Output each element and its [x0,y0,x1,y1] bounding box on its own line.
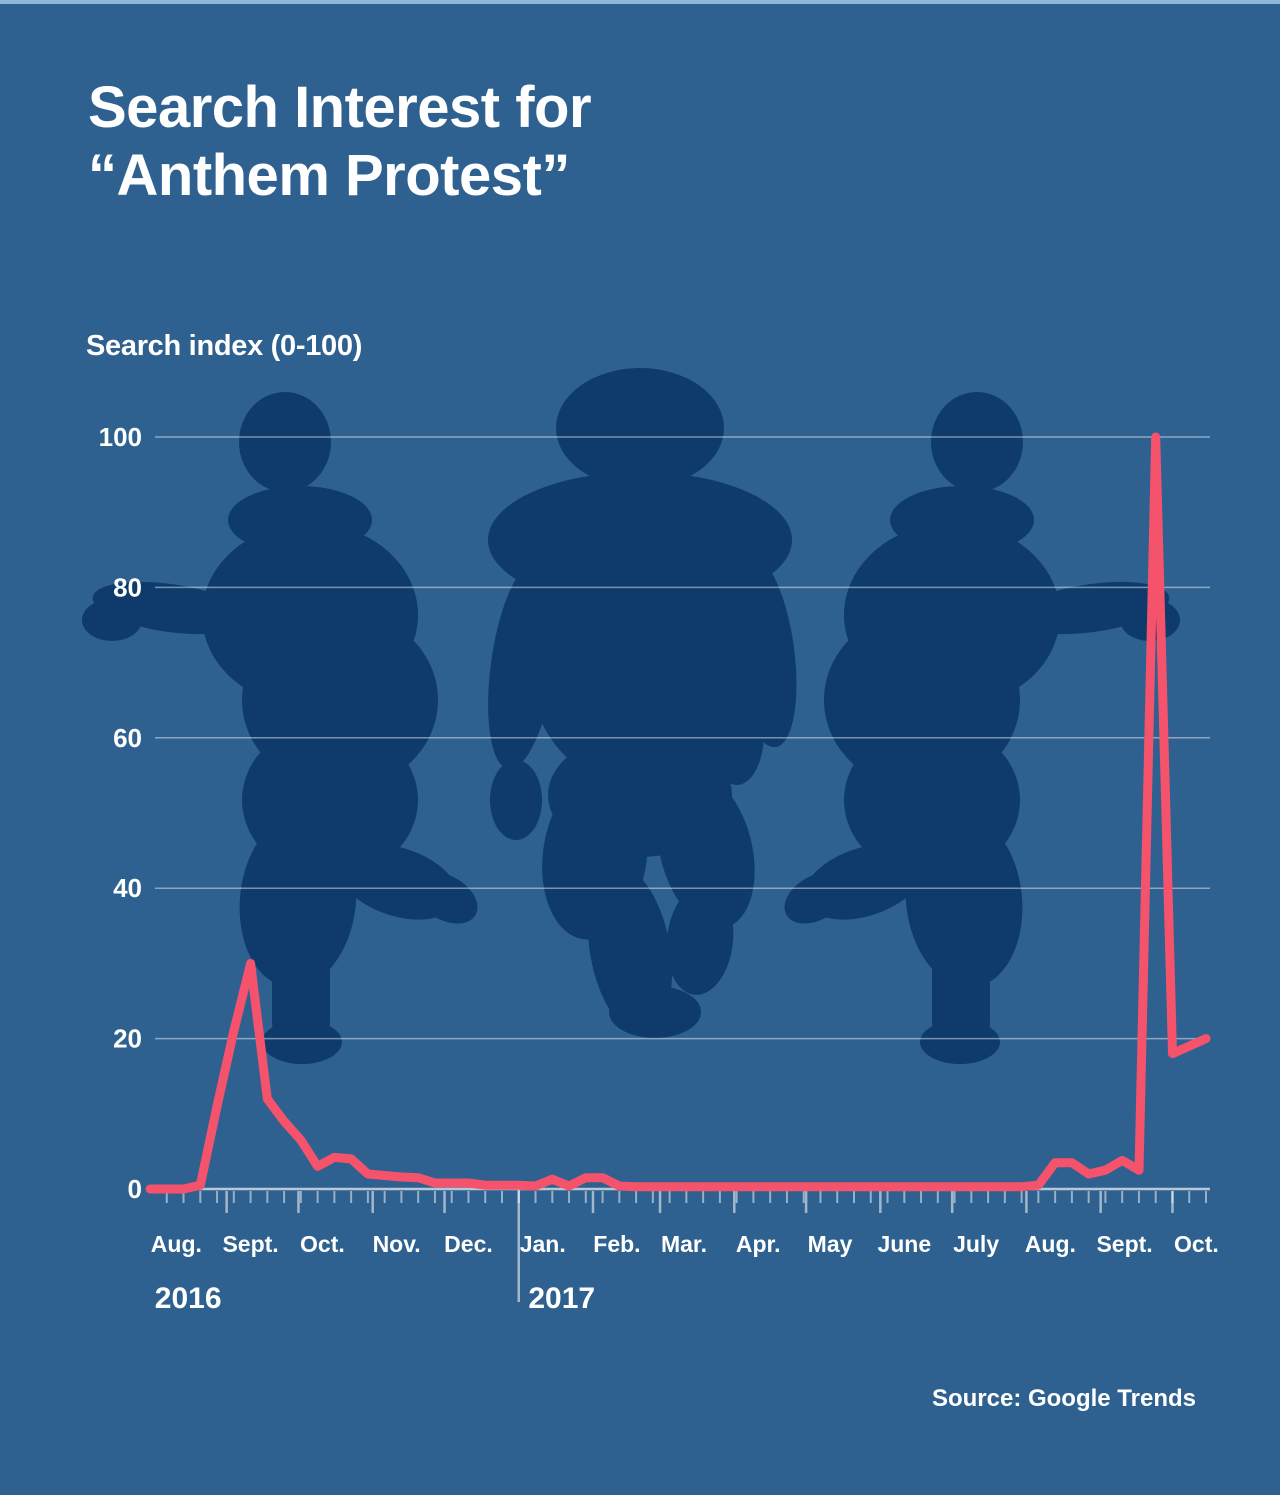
month-label-2: Oct. [300,1231,345,1257]
month-label-7: Mar. [661,1231,707,1257]
month-label-3: Nov. [373,1231,421,1257]
kneeling-player-silhouette-left [82,392,478,1064]
kneeling-player-silhouette-middle [488,368,797,1038]
page-title: Search Interest for “Anthem Protest” [88,74,592,210]
y-axis-label-40: 40 [113,873,142,903]
y-axis-label-60: 60 [113,723,142,753]
kneeling-players-silhouettes [82,368,1180,1064]
month-label-11: July [953,1231,999,1257]
y-axis-label-20: 20 [113,1024,142,1054]
y-axis-label-80: 80 [113,572,142,602]
month-label-13: Sept. [1096,1231,1152,1257]
search-interest-line [145,432,1211,1194]
month-label-9: May [808,1231,853,1257]
top-accent-strip [0,0,1280,4]
month-label-6: Feb. [593,1231,640,1257]
month-label-1: Sept. [222,1231,278,1257]
month-label-5: Jan. [520,1231,566,1257]
month-label-14: Oct. [1174,1231,1219,1257]
y-axis-label-100: 100 [99,422,142,452]
month-label-8: Apr. [736,1231,781,1257]
month-label-10: June [877,1231,931,1257]
month-label-0: Aug. [151,1231,202,1257]
source-credit: Source: Google Trends [931,1385,1196,1412]
year-label-2016: 2016 [155,1282,222,1315]
y-axis-label-0: 0 [128,1174,142,1204]
y-axis-title: Search index (0-100) [86,330,363,362]
year-label-2017: 2017 [528,1282,595,1315]
kneeling-player-silhouette-right [775,392,1180,1064]
month-label-4: Dec. [444,1231,493,1257]
page-title-line2: “Anthem Protest” [88,143,570,208]
month-label-12: Aug. [1025,1231,1076,1257]
page-title-line1: Search Interest for [88,75,592,140]
